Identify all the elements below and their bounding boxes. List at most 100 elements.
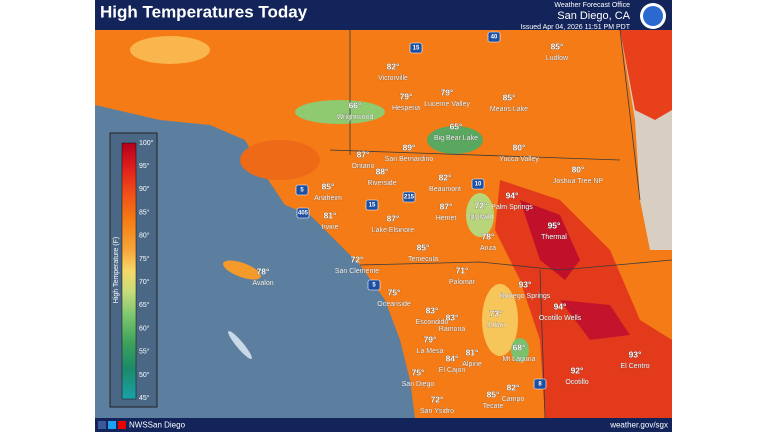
highway-number: 10 xyxy=(475,182,482,188)
place-temp: 68° xyxy=(513,342,526,352)
legend-label: 85° xyxy=(139,208,150,216)
legend-bar xyxy=(121,142,137,400)
place-temp: 71° xyxy=(456,265,469,275)
place-temp: 82° xyxy=(439,172,452,182)
place-temp: 85° xyxy=(487,389,500,399)
place-name: San Bernardino xyxy=(385,156,434,163)
legend-label: 50° xyxy=(139,371,150,379)
place-temp: 82° xyxy=(387,61,400,71)
icon xyxy=(108,421,116,429)
legend: High Temperature (F) 100° 95° 90° 85° 80° 75°… xyxy=(109,132,158,408)
place-name: Temecula xyxy=(408,256,438,263)
place-name: Victorville xyxy=(378,75,408,82)
title: High Temperatures Today xyxy=(100,2,308,21)
highway-shield xyxy=(295,184,309,196)
place-temp: 93° xyxy=(519,279,532,289)
place-temp: 89° xyxy=(403,142,416,152)
place-name: Ocotillo xyxy=(565,379,588,386)
place-name: El Centro xyxy=(620,363,649,370)
highway-number: 40 xyxy=(491,35,498,41)
legend-label: 100° xyxy=(139,139,154,147)
highway-shield xyxy=(533,378,547,390)
place-temp: 85° xyxy=(417,242,430,252)
place-temp: 84° xyxy=(446,353,459,363)
place-name: Ramona xyxy=(439,326,466,333)
place-temp: 80° xyxy=(513,142,526,152)
highway-shield xyxy=(365,199,379,211)
highway-number: 8 xyxy=(538,382,542,388)
place-temp: 81° xyxy=(466,347,479,357)
place-temp: 72° xyxy=(351,254,364,264)
place-temp: 80° xyxy=(572,164,585,174)
place-temp: 72° xyxy=(475,200,488,210)
highway-shield xyxy=(367,279,381,291)
place-name: Palomar xyxy=(449,279,476,286)
footer: NWSSan Diego weather.gov/sgx xyxy=(95,418,672,432)
place-temp: 78° xyxy=(482,231,495,241)
place-name: Lake Elsinore xyxy=(372,227,415,234)
place-name: Hemet xyxy=(436,215,457,222)
place-temp: 85° xyxy=(503,92,516,102)
place-name: La Mesa xyxy=(417,348,444,355)
place-name: Ludlow xyxy=(546,55,569,62)
place-temp: 87° xyxy=(357,149,370,159)
office: Weather Forecast Office xyxy=(554,2,630,9)
logo-inner xyxy=(643,6,663,26)
place-name: San Diego xyxy=(402,381,435,388)
place-name: Hesperia xyxy=(392,105,420,112)
place-temp: 92° xyxy=(571,365,584,375)
place-temp: 72° xyxy=(431,394,444,404)
place-temp: 75° xyxy=(388,287,401,297)
place-temp: 79° xyxy=(441,87,454,97)
issued: Issued Apr 04, 2026 11:51 PM PDT xyxy=(520,24,630,31)
place-temp: 95° xyxy=(548,220,561,230)
place-temp: 75° xyxy=(412,367,425,377)
place-name: Beaumont xyxy=(429,186,461,193)
legend-label: 55° xyxy=(139,348,150,356)
place-temp: 83° xyxy=(426,305,439,315)
handle: NWSSan Diego xyxy=(129,421,186,430)
place-temp: 85° xyxy=(322,181,335,191)
place-name: Ocotillo Wells xyxy=(539,315,582,322)
place-name: San Clemente xyxy=(335,268,379,275)
place-temp: 83° xyxy=(446,312,459,322)
legend-label: 45° xyxy=(139,394,150,402)
place-temp: 87° xyxy=(440,201,453,211)
place-temp: 78° xyxy=(257,266,270,276)
legend-label: 60° xyxy=(139,324,150,332)
place-name: Campo xyxy=(502,396,525,403)
place-temp: 79° xyxy=(424,334,437,344)
place-name: Wrightwood xyxy=(337,114,374,121)
icon xyxy=(98,421,106,429)
place-temp: 85° xyxy=(551,41,564,51)
legend-label: 70° xyxy=(139,278,150,286)
legend-label: 80° xyxy=(139,232,150,240)
place-name: Ontario xyxy=(352,163,375,170)
place-name: San Ysidro xyxy=(420,408,454,415)
place-temp: 87° xyxy=(387,213,400,223)
place-name: Tecate xyxy=(483,403,504,410)
highway-number: 15 xyxy=(413,46,420,52)
place-name: Means Lake xyxy=(490,106,528,113)
place-name: Palm Springs xyxy=(491,204,533,211)
legend-label: 95° xyxy=(139,162,150,170)
place-name: El Cajon xyxy=(439,367,466,374)
place-name: Anaheim xyxy=(314,195,342,202)
location: San Diego, CA xyxy=(557,10,630,22)
highway-shield xyxy=(409,42,423,54)
url: weather.gov/sgx xyxy=(609,421,668,430)
place-name: Avalon xyxy=(252,280,273,287)
place-name: Irvine xyxy=(321,224,338,231)
place-name: Mt Laguna xyxy=(502,356,535,363)
place-name: Idyllwild xyxy=(469,214,494,221)
header: High Temperatures Today Weather Forecast… xyxy=(95,0,672,31)
highway-shield xyxy=(402,191,416,203)
place-name: Big Bear Lake xyxy=(434,135,478,142)
place-temp: 94° xyxy=(506,190,519,200)
highway-number: 5 xyxy=(300,188,304,194)
highway-shield xyxy=(296,207,310,219)
highway-number: 15 xyxy=(369,203,376,209)
place-name: Riverside xyxy=(367,180,396,187)
place-temp: 94° xyxy=(554,301,567,311)
